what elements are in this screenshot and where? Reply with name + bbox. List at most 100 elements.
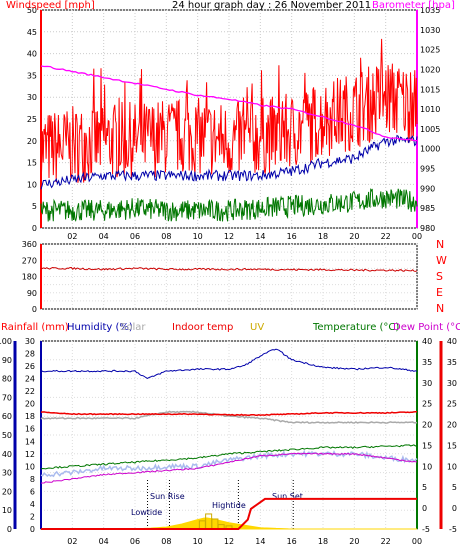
rain-tick-label: 2: [30, 512, 35, 521]
dewpoint-tick-label: 10: [447, 462, 457, 471]
bottom-x-tick-label: 06: [130, 537, 140, 546]
rain-tick-label: 4: [30, 500, 35, 509]
humidity-tick-label: 70: [2, 393, 12, 402]
temperature-tick-label: 40: [422, 337, 432, 346]
top-x-tick-label: 10: [193, 232, 203, 241]
bottom-x-tick-label: 08: [161, 537, 171, 546]
rain-tick-label: 26: [25, 362, 35, 371]
dewpoint-tick-label: 40: [447, 337, 457, 346]
bottom-x-tick-label: 16: [287, 537, 297, 546]
dewpoint-tick-label: 15: [447, 441, 457, 450]
humidity-tick-label: 30: [2, 469, 12, 478]
bottom-x-tick-label: 18: [318, 537, 328, 546]
humidity-tick-label: 90: [2, 356, 12, 365]
bottom-header-label: Rainfall (mm): [1, 322, 69, 333]
direction-tick-label: 180: [22, 273, 37, 282]
windspeed-tick-label: 15: [27, 159, 37, 168]
dewpoint-tick-label: 30: [447, 379, 457, 388]
rain-tick-label: 12: [25, 450, 35, 459]
windspeed-tick-label: 50: [27, 6, 37, 15]
rain-tick-label: 10: [25, 462, 35, 471]
direction-tick-label: 0: [32, 305, 37, 314]
event-label-lowtide: Lowtide: [131, 508, 162, 517]
dewpoint-tick-label: 0: [452, 504, 457, 513]
humidity-tick-label: 20: [2, 487, 12, 496]
barometer-tick-label: 1000: [420, 145, 440, 154]
barometer-tick-label: 1020: [420, 65, 440, 74]
humidity-tick-label: 50: [2, 431, 12, 440]
temperature-tick-label: 20: [422, 421, 432, 430]
bottom-x-tick-label: 02: [67, 537, 77, 546]
rain-tick-label: 0: [30, 525, 35, 534]
windspeed-tick-label: 30: [27, 93, 37, 102]
humidity-tick-label: 0: [7, 525, 12, 534]
humidity-tick-label: 10: [2, 506, 12, 515]
windspeed-axis-title: Windspeed [mph]: [6, 0, 95, 11]
top-x-tick-label: 06: [130, 232, 140, 241]
rain-tick-label: 22: [25, 387, 35, 396]
top-x-tick-label: 02: [67, 232, 77, 241]
bottom-header-label: Indoor temp: [172, 322, 233, 333]
barometer-tick-label: 1030: [420, 26, 440, 35]
windspeed-tick-label: 0: [32, 224, 37, 233]
compass-label: N: [436, 238, 444, 251]
top-x-tick-label: 22: [381, 232, 391, 241]
average-wind-series-line: [40, 134, 418, 190]
temperature-tick-label: -5: [422, 525, 430, 534]
rain-tick-label: 16: [25, 425, 35, 434]
bottom-x-tick-label: 12: [224, 537, 234, 546]
bottom-header-label: Humidity (%): [67, 322, 133, 333]
barometer-tick-label: 980: [420, 224, 435, 233]
rain-tick-label: 14: [25, 437, 35, 446]
windspeed-tick-label: 35: [27, 71, 37, 80]
barometer-tick-label: 990: [420, 184, 435, 193]
dewpoint-tick-label: 20: [447, 421, 457, 430]
dewpoint-tick-label: 35: [447, 358, 457, 367]
windspeed-tick-label: 10: [27, 180, 37, 189]
windspeed-tick-label: 5: [32, 202, 37, 211]
bottom-header-label: UV: [250, 322, 264, 333]
dewpoint-light-series-line: [40, 449, 418, 478]
dewpoint-tick-label: 25: [447, 400, 457, 409]
bottom-header-label: Solar: [120, 322, 146, 333]
temperature-tick-label: 10: [422, 462, 432, 471]
direction-tick-label: 90: [27, 289, 37, 298]
top-x-tick-label: 12: [224, 232, 234, 241]
bottom-x-tick-label: 00: [412, 537, 422, 546]
humidity-tick-label: 60: [2, 412, 12, 421]
compass-label: E: [436, 286, 443, 299]
temperature-tick-label: 5: [422, 483, 427, 492]
barometer-tick-label: 1025: [420, 46, 440, 55]
temperature-series-line: [40, 444, 418, 470]
rain-series-line: [41, 497, 417, 530]
direction-series-line: [40, 266, 418, 272]
barometer-tick-label: 1035: [420, 6, 440, 15]
compass-label: W: [436, 254, 447, 267]
solar-series-line: [40, 410, 418, 424]
top-x-tick-label: 16: [287, 232, 297, 241]
direction-tick-label: 270: [22, 256, 37, 265]
windspeed-tick-label: 25: [27, 115, 37, 124]
humidity-tick-label: 80: [2, 375, 12, 384]
barometer-series-line: [40, 65, 417, 142]
event-label-sunrise: Sun Rise: [150, 492, 185, 501]
bottom-x-tick-label: 04: [99, 537, 109, 546]
compass-label: N: [436, 302, 444, 315]
compass-label: S: [436, 270, 443, 283]
temperature-tick-label: 25: [422, 400, 432, 409]
temperature-tick-label: 30: [422, 379, 432, 388]
min-wind-series-line: [40, 187, 418, 222]
chart-title: 24 hour graph day : 26 November 2011: [172, 0, 371, 11]
rain-tick-label: 28: [25, 350, 35, 359]
bottom-x-tick-label: 10: [193, 537, 203, 546]
top-x-tick-label: 08: [161, 232, 171, 241]
dewpoint-tick-label: -5: [449, 525, 457, 534]
bottom-x-tick-label: 14: [255, 537, 265, 546]
barometer-tick-label: 1010: [420, 105, 440, 114]
windspeed-tick-label: 20: [27, 137, 37, 146]
rain-tick-label: 24: [25, 375, 35, 384]
barometer-tick-label: 1015: [420, 85, 440, 94]
rain-tick-label: 18: [25, 412, 35, 421]
top-x-tick-label: 18: [318, 232, 328, 241]
